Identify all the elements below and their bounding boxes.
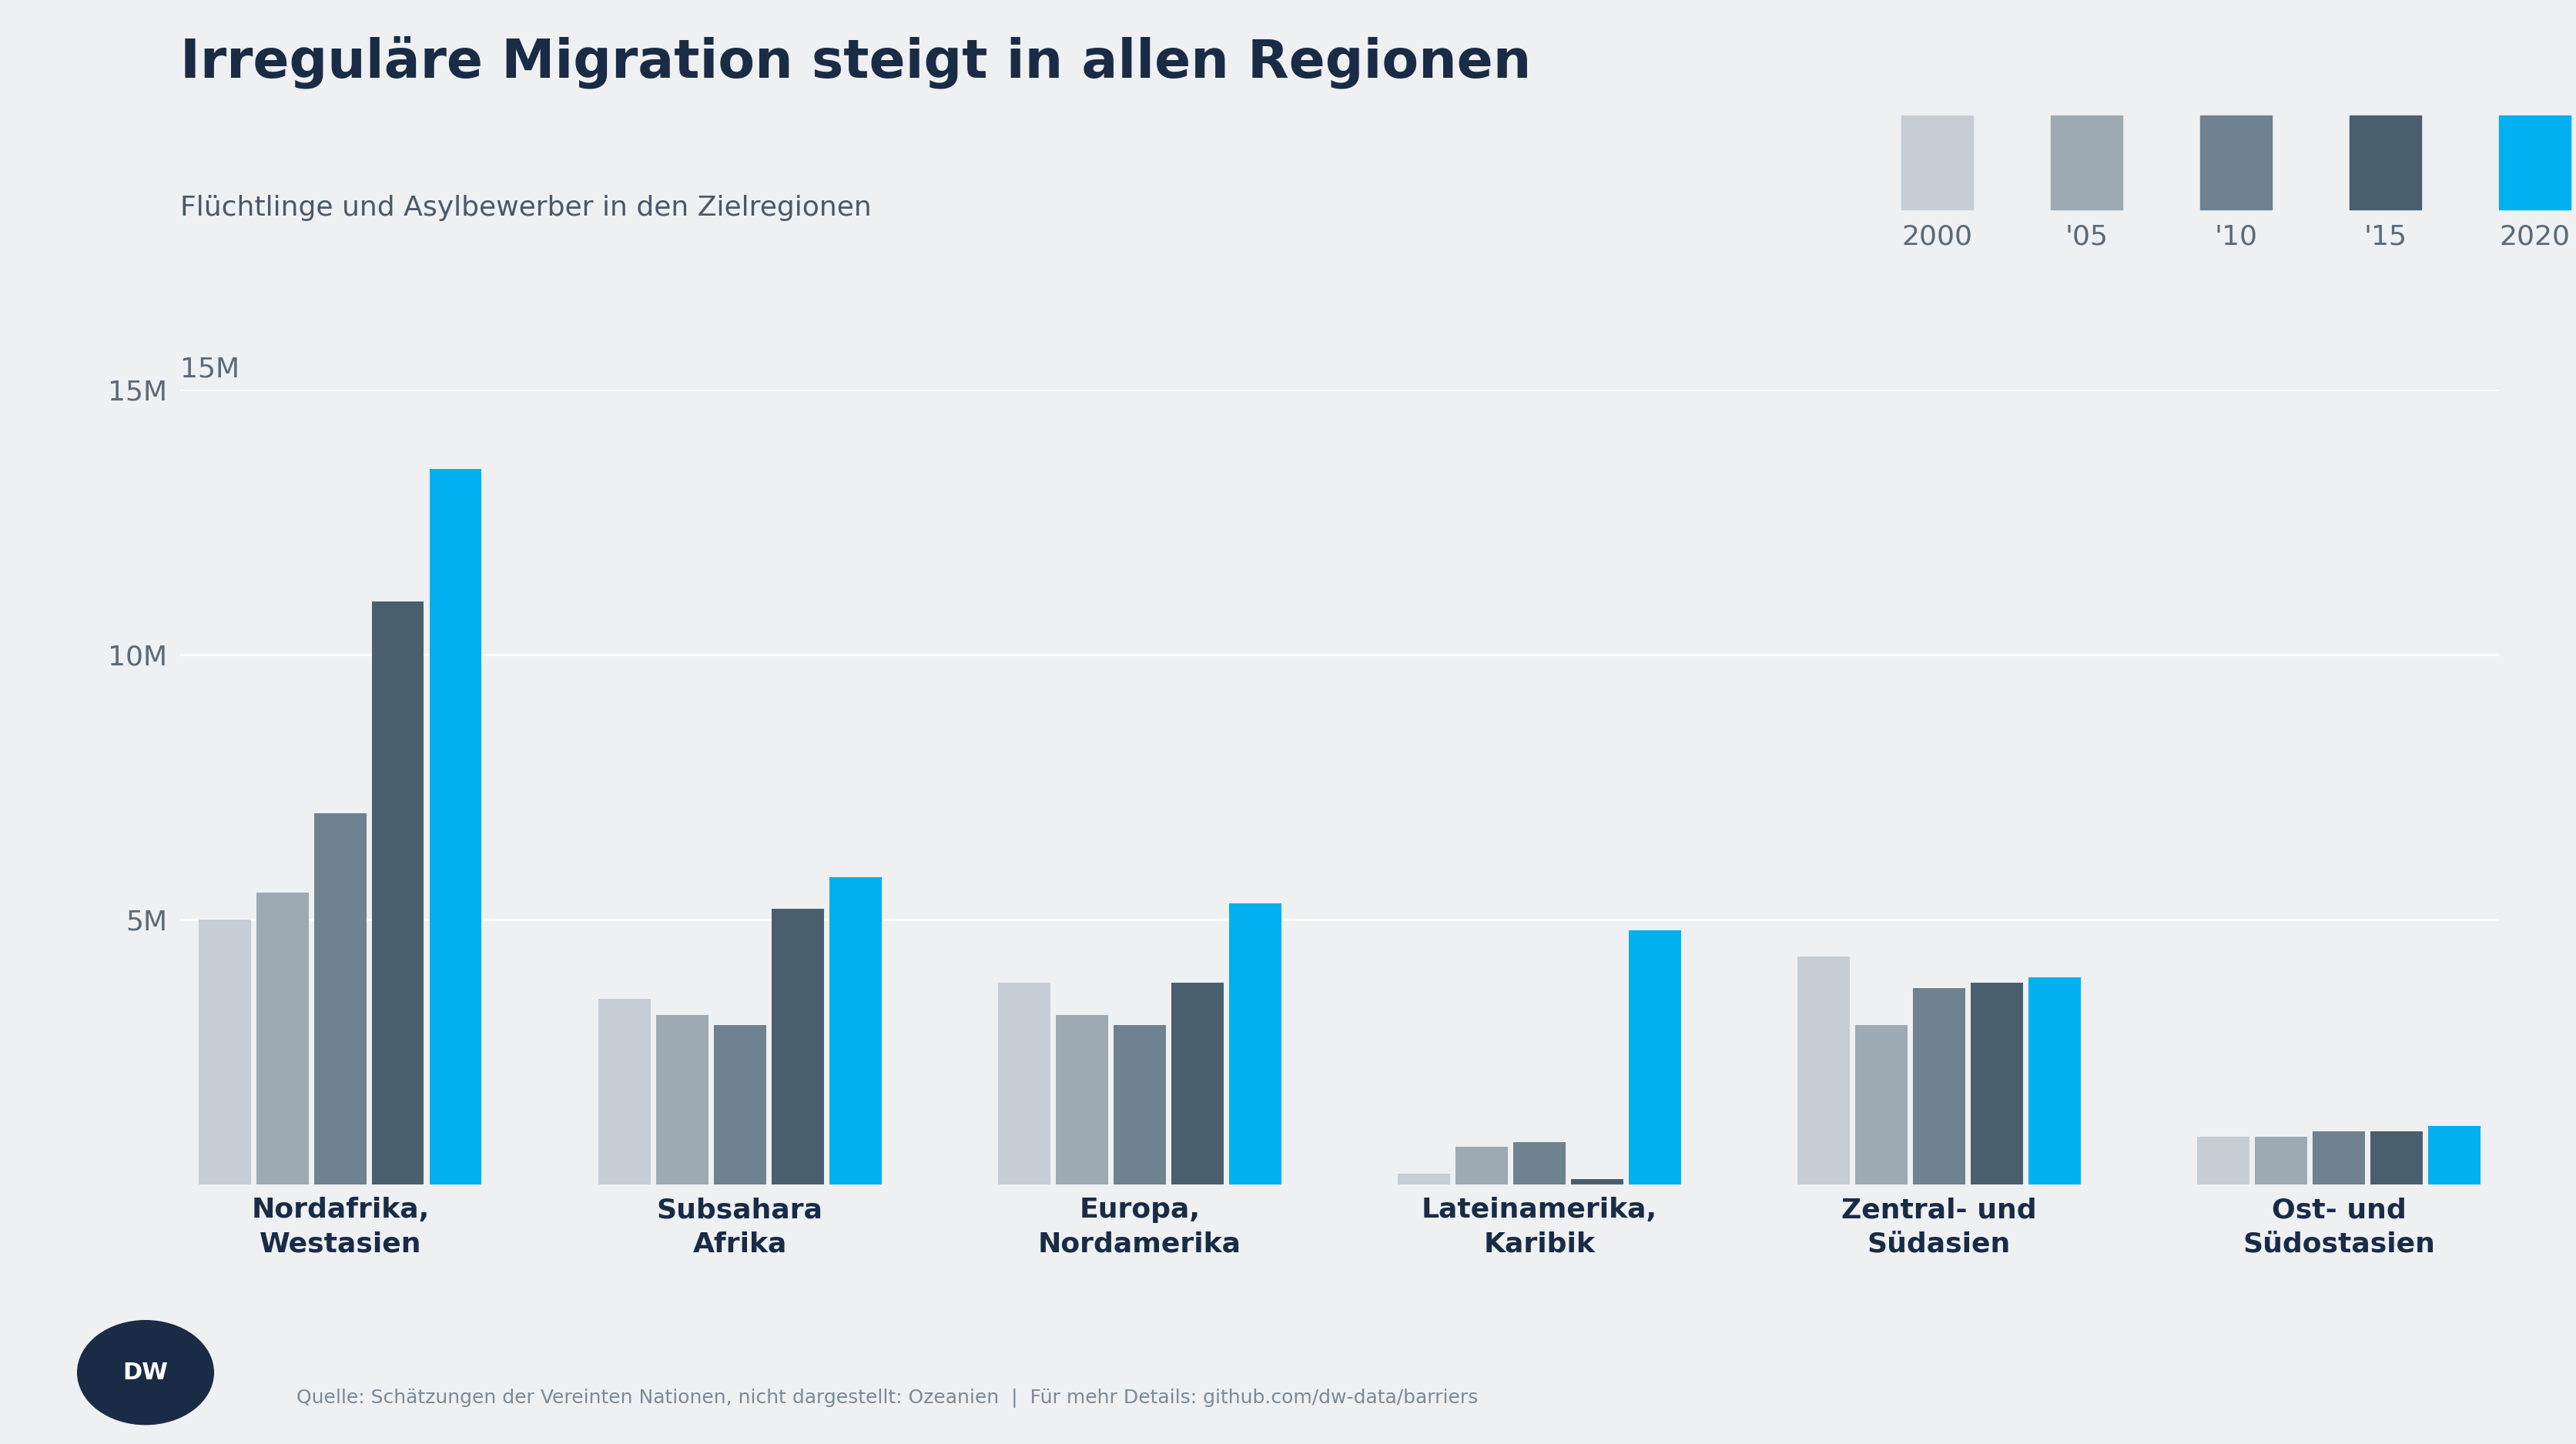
Text: 2020: 2020 — [2499, 224, 2571, 250]
Bar — [598, 999, 649, 1184]
Bar — [1515, 1142, 1566, 1184]
Bar — [1056, 1015, 1108, 1184]
Bar — [2313, 1131, 2365, 1184]
Bar — [371, 602, 425, 1184]
Bar — [430, 469, 482, 1184]
Bar — [1172, 983, 1224, 1184]
Text: '10: '10 — [2215, 224, 2257, 250]
Bar — [657, 1015, 708, 1184]
Bar — [314, 813, 366, 1184]
Bar — [2254, 1136, 2308, 1184]
Bar — [1971, 983, 2022, 1184]
Text: 2000: 2000 — [1901, 224, 1973, 250]
Bar — [198, 920, 250, 1184]
Bar — [1229, 904, 1280, 1184]
Text: DW: DW — [124, 1362, 167, 1383]
Bar — [999, 983, 1051, 1184]
Text: '05: '05 — [2066, 224, 2107, 250]
Bar — [829, 877, 881, 1184]
Text: '15: '15 — [2365, 224, 2406, 250]
Bar — [1855, 1025, 1906, 1184]
Bar — [2429, 1126, 2481, 1184]
Text: Irreguläre Migration steigt in allen Regionen: Irreguläre Migration steigt in allen Reg… — [180, 36, 1530, 90]
Bar — [2030, 978, 2081, 1184]
Bar — [714, 1025, 765, 1184]
Bar — [1914, 988, 1965, 1184]
Circle shape — [77, 1320, 214, 1424]
Bar — [2197, 1136, 2249, 1184]
Text: 15M: 15M — [180, 357, 240, 383]
Text: Quelle: Schätzungen der Vereinten Nationen, nicht dargestellt: Ozeanien  |  Für : Quelle: Schätzungen der Vereinten Nation… — [296, 1389, 1479, 1408]
Bar — [258, 892, 309, 1184]
Bar — [1113, 1025, 1167, 1184]
Text: Flüchtlinge und Asylbewerber in den Zielregionen: Flüchtlinge und Asylbewerber in den Ziel… — [180, 195, 871, 221]
Bar — [2370, 1131, 2421, 1184]
Bar — [1399, 1174, 1450, 1184]
Bar — [773, 908, 824, 1184]
Bar — [1455, 1147, 1507, 1184]
Bar — [1571, 1178, 1623, 1184]
Bar — [1628, 930, 1680, 1184]
Bar — [1798, 956, 1850, 1184]
